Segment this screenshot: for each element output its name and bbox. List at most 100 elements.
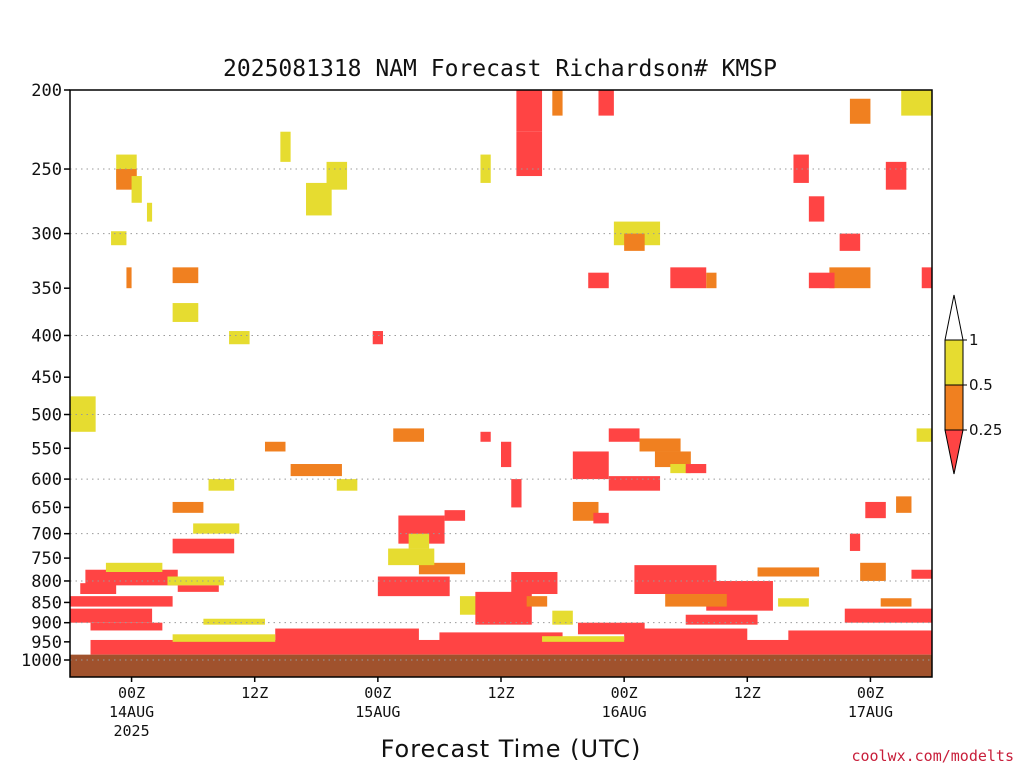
ri-cell [126, 267, 132, 289]
x-tick-label: 12Z [241, 684, 268, 702]
ri-cell [172, 538, 235, 554]
colorbar-bottom-arrow [944, 429, 964, 475]
ri-cell [172, 267, 199, 284]
y-tick-label: 950 [31, 633, 62, 653]
ri-cell [916, 428, 932, 442]
ri-cell [172, 501, 204, 513]
ri-cell [880, 598, 912, 607]
x-tick-label: 12Z [734, 684, 761, 702]
y-tick-label: 300 [31, 225, 62, 245]
ri-cell [552, 90, 563, 116]
y-tick-label: 900 [31, 614, 62, 634]
y-axis: 200 250 300 350 400 450 500 550 600 650 700 750 8008… [21, 81, 70, 671]
ri-cell [670, 464, 691, 474]
y-tick-label: 450 [31, 368, 62, 388]
ri-cell [588, 272, 609, 289]
ri-cell [896, 496, 912, 513]
y-tick-label: 350 [31, 279, 62, 299]
y-tick-label: 400 [31, 326, 62, 346]
ri-cell [670, 267, 707, 289]
y-tick-label: 600 [31, 470, 62, 490]
ri-cell [593, 512, 609, 524]
colorbar-legend: 1 0.5 0.25 [944, 294, 1002, 475]
ri-cell [885, 161, 907, 190]
ri-cell [418, 562, 466, 575]
x-tick-label: 00Z [364, 684, 391, 702]
ri-cell [444, 510, 466, 521]
ri-cell [552, 610, 573, 625]
ri-cell [572, 451, 609, 480]
x-tick-label: 00Z [611, 684, 638, 702]
ri-cell [290, 464, 342, 477]
x-tick-label: 2025 [114, 722, 150, 740]
ri-cell [336, 479, 358, 491]
ri-cell [229, 331, 250, 345]
ri-cell [624, 233, 645, 251]
ri-cell [808, 272, 835, 289]
ri-cell [264, 441, 286, 452]
colorbar-segment [944, 339, 964, 386]
ri-cell [80, 583, 117, 595]
y-tick-label: 550 [31, 439, 62, 459]
ri-cell [577, 622, 645, 635]
ri-cell [90, 639, 933, 655]
ri-cell [665, 594, 727, 607]
ri-cell [706, 272, 717, 289]
x-tick-label: 00Z [118, 684, 145, 702]
ri-cell [757, 567, 820, 577]
x-tick-label: 17AUG [848, 703, 893, 721]
y-tick-label: 850 [31, 593, 62, 613]
y-tick-label: 1000 [21, 651, 62, 671]
x-tick-label: 16AUG [602, 703, 647, 721]
ri-cell [865, 501, 886, 519]
ri-cell [70, 396, 96, 432]
x-tick-label: 15AUG [355, 703, 400, 721]
ri-cell [901, 90, 932, 116]
ri-cell [542, 636, 625, 642]
x-axis-label: Forecast Time (UTC) [381, 735, 642, 763]
y-tick-label: 800 [31, 572, 62, 592]
ri-cell [511, 572, 558, 595]
ri-cell [793, 154, 809, 183]
ri-cell [685, 464, 707, 474]
ri-cell [624, 628, 748, 642]
x-tick-label: 12Z [487, 684, 514, 702]
ri-cell [172, 634, 276, 642]
credit-text: coolwx.com/modelts [851, 747, 1014, 765]
ri-cell [208, 479, 235, 491]
gridlines [70, 168, 932, 661]
ri-cell [111, 231, 127, 246]
ri-cell [372, 331, 383, 345]
ground-fill [70, 654, 932, 677]
x-tick-label: 00Z [857, 684, 884, 702]
colorbar-tick-label: 0.25 [969, 421, 1002, 439]
ri-cell [654, 451, 691, 468]
y-tick-label: 700 [31, 525, 62, 545]
ri-cell [844, 608, 932, 623]
y-tick-label: 200 [31, 81, 62, 101]
ri-cell [439, 632, 563, 642]
ri-cell [475, 591, 532, 625]
y-tick-label: 750 [31, 549, 62, 569]
ri-cell [849, 98, 871, 124]
ri-cell [598, 90, 614, 116]
ri-cell [911, 569, 932, 579]
ri-cell [131, 176, 142, 203]
ri-cell [177, 585, 219, 592]
ri-cell [839, 233, 861, 251]
ri-cell [167, 576, 224, 586]
ri-cell [388, 548, 435, 566]
plot-area [70, 90, 933, 677]
ri-cell [608, 428, 640, 442]
ri-cell [634, 565, 717, 595]
ri-cell [193, 523, 240, 534]
ri-cell [511, 479, 522, 508]
ri-cell [526, 596, 548, 607]
colorbar-segment [944, 384, 964, 431]
ri-cell [639, 438, 681, 452]
ri-cell [393, 428, 425, 442]
ri-cell [501, 441, 512, 468]
ri-cell [90, 622, 163, 631]
y-tick-label: 250 [31, 160, 62, 180]
